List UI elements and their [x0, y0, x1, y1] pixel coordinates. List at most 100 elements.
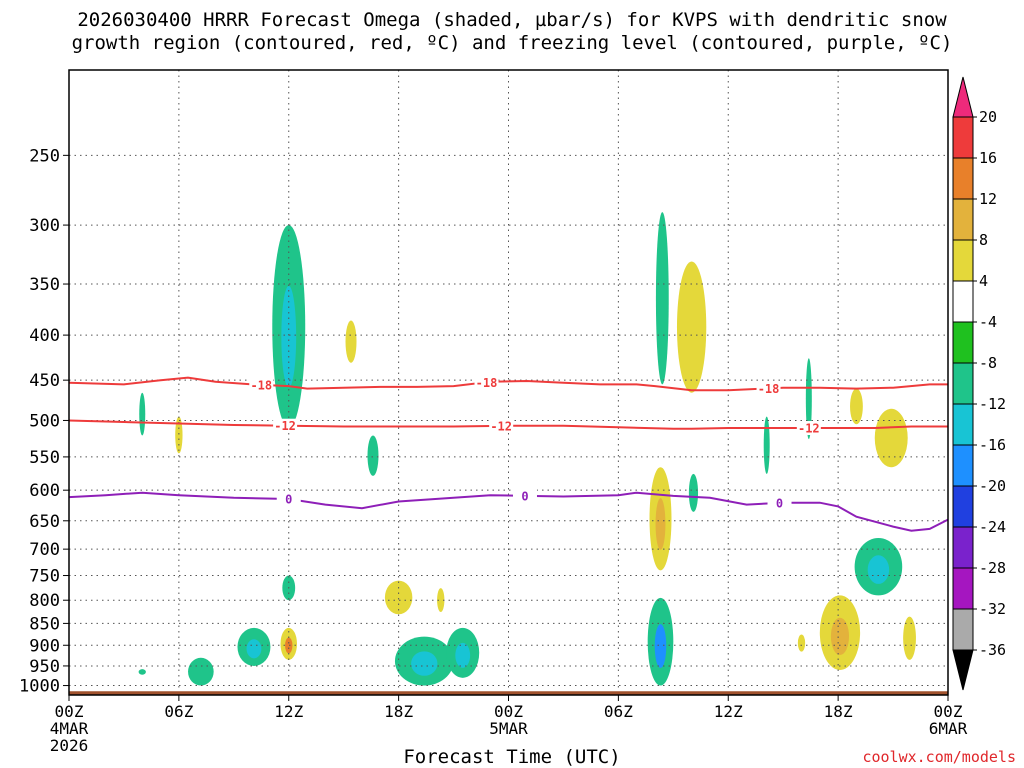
colorbar-bin: [952, 321, 974, 364]
omega-feature: [175, 416, 183, 454]
y-tick-label: 250: [29, 146, 60, 166]
terrain-band: [69, 691, 948, 695]
colorbar-bin: [952, 608, 974, 651]
x-tick-label: 18Z: [824, 702, 853, 721]
colorbar-label: -16: [979, 436, 1006, 454]
y-tick-label: 650: [29, 512, 60, 532]
x-tick-label: 06Z: [604, 702, 633, 721]
x-tick-date-label: 6MAR: [929, 719, 968, 738]
omega-feature: [655, 212, 669, 385]
omega-feature: [874, 408, 908, 468]
colorbar-label: 16: [979, 149, 997, 167]
colorbar-bin: [952, 280, 974, 323]
omega-feature: [688, 473, 699, 512]
x-axis-title: Forecast Time (UTC): [403, 746, 621, 768]
x-tick-label: 00Z: [494, 702, 523, 721]
contour-label: 0: [776, 496, 783, 510]
y-tick-label: 450: [29, 371, 60, 391]
x-tick-label: 00Z: [934, 702, 963, 721]
x-tick-label: 06Z: [164, 702, 193, 721]
y-tick-label: 950: [29, 657, 60, 677]
y-tick-label: 1000: [19, 677, 60, 697]
colorbar-bin: [952, 362, 974, 405]
axes: 2503003504004505005506006507007508008509…: [19, 146, 968, 755]
colorbar-label: 4: [979, 272, 988, 290]
colorbar-label: -24: [979, 518, 1006, 536]
colorbar-bottom-triangle: [952, 649, 974, 691]
omega-feature: [138, 669, 146, 675]
contour-label-bg: [512, 488, 537, 503]
y-tick-label: 500: [29, 411, 60, 431]
x-tick-label: 12Z: [714, 702, 743, 721]
colorbar-top-triangle: [952, 76, 974, 118]
y-tick-label: 800: [29, 591, 60, 611]
y-tick-label: 300: [29, 216, 60, 236]
omega-feature: [345, 320, 357, 363]
omega-feature: [763, 416, 770, 474]
contour-label-bg: [249, 377, 274, 392]
omega-feature-core: [867, 555, 890, 584]
chart-title-line2: growth region (contoured, red, ºC) and f…: [71, 32, 953, 54]
omega-feature: [805, 358, 812, 440]
contour-label: -18: [476, 376, 498, 390]
contour-label: 0: [521, 489, 528, 503]
contour-label-bg: [767, 495, 792, 510]
colorbar-bin: [952, 485, 974, 528]
y-tick-label: 600: [29, 481, 60, 501]
contour-label: 0: [285, 493, 292, 507]
x-tick-date-label: 4MAR: [50, 719, 89, 738]
contour-label-bg: [273, 418, 298, 433]
colorbar-bin: [952, 403, 974, 446]
omega-feature-core: [654, 624, 667, 669]
contour-label-bg: [796, 421, 821, 436]
omega-feature: [367, 435, 379, 476]
colorbar-label: 12: [979, 190, 997, 208]
omega-feature: [797, 634, 806, 652]
colorbar-bin: [952, 567, 974, 610]
colorbar-label: 20: [979, 108, 997, 126]
omega-feature-core: [281, 285, 297, 388]
x-tick-label: 12Z: [274, 702, 303, 721]
colorbar: 20 16 12 8 4 -4 -8 -12 -16 -20 -24 -28 -32 -36: [952, 76, 1006, 691]
y-tick-label: 750: [29, 567, 60, 587]
contour-label-bg: [474, 375, 499, 390]
colorbar-bin: [952, 198, 974, 241]
y-tick-label: 550: [29, 448, 60, 468]
y-tick-label: 350: [29, 275, 60, 295]
y-tick-label: 400: [29, 326, 60, 346]
colorbar-label: -4: [979, 313, 997, 331]
x-tick-label: 00Z: [55, 702, 84, 721]
omega-shading: [138, 212, 916, 686]
x-tick-label: 18Z: [384, 702, 413, 721]
omega-feature-core: [830, 617, 850, 656]
contour-label: -12: [798, 422, 820, 436]
contour-label: -18: [758, 382, 780, 396]
colorbar-label: -28: [979, 559, 1006, 577]
y-tick-label: 700: [29, 540, 60, 560]
colorbar-label: -20: [979, 477, 1006, 495]
y-tick-label: 850: [29, 614, 60, 634]
x-tick-date-label: 5MAR: [489, 719, 528, 738]
contour-label: -12: [274, 419, 296, 433]
contour-label: -12: [490, 419, 512, 433]
omega-feature-core: [655, 498, 666, 550]
colorbar-label: 8: [979, 231, 988, 249]
chart-title-line1: 2026030400 HRRR Forecast Omega (shaded, …: [77, 9, 947, 31]
colorbar-label: -12: [979, 395, 1006, 413]
colorbar-bin: [952, 526, 974, 569]
colorbar-bin: [952, 116, 974, 159]
omega-feature: [188, 657, 214, 686]
y-tick-label: 900: [29, 636, 60, 656]
omega-feature: [676, 261, 707, 393]
omega-feature-core: [246, 639, 262, 659]
contour-label: -18: [250, 378, 272, 392]
omega-feature: [437, 588, 445, 612]
omega-feature: [139, 392, 146, 436]
colorbar-bin: [952, 239, 974, 282]
contour-label-bg: [276, 492, 301, 507]
contours: -18 -18 -18 -12 -12 -12 0 0 0: [68, 375, 949, 532]
omega-feature: [903, 616, 916, 660]
colorbar-bin: [952, 444, 974, 487]
colorbar-bin: [952, 157, 974, 200]
